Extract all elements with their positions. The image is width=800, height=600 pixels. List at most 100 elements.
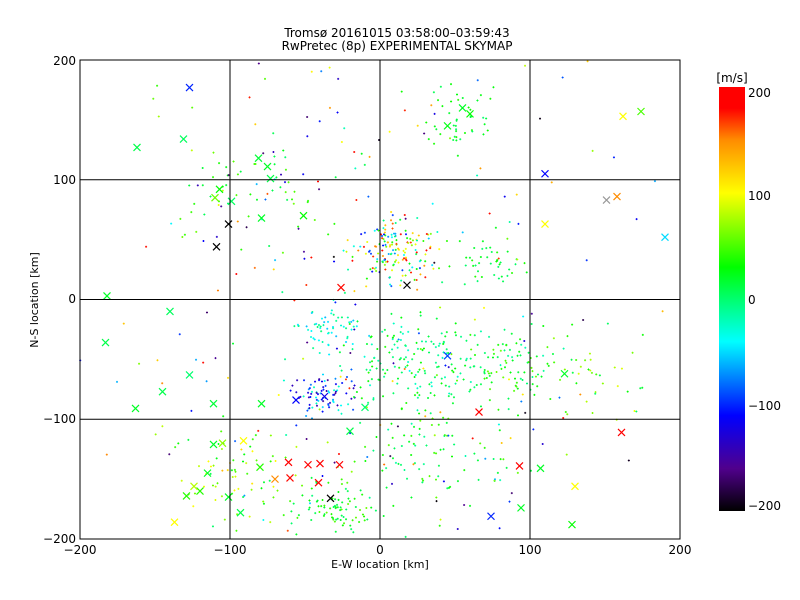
data-point <box>342 516 345 519</box>
data-point <box>321 475 324 478</box>
data-point <box>577 372 580 375</box>
data-point <box>251 438 254 441</box>
large-data-point <box>361 403 369 412</box>
data-point <box>432 343 435 346</box>
data-point <box>455 128 458 131</box>
data-point <box>525 271 528 274</box>
data-point <box>483 351 486 354</box>
data-point <box>515 385 518 388</box>
data-point <box>411 358 414 361</box>
data-point <box>303 379 306 382</box>
colorbar-tick: 200 <box>748 86 771 100</box>
large-data-point <box>254 154 263 163</box>
data-point <box>279 186 282 189</box>
data-point <box>305 414 308 417</box>
large-data-point <box>443 351 452 360</box>
data-point <box>469 333 472 336</box>
large-data-point <box>571 482 579 491</box>
data-point <box>531 376 534 379</box>
data-point <box>469 504 472 507</box>
data-point <box>476 343 479 346</box>
data-point <box>433 434 436 437</box>
large-data-point <box>443 121 452 130</box>
large-data-point <box>215 185 224 194</box>
data-point <box>470 348 473 351</box>
data-point <box>641 333 644 336</box>
data-point <box>254 162 257 165</box>
data-point <box>365 343 368 345</box>
data-point <box>407 241 410 244</box>
data-point <box>319 327 322 330</box>
data-point <box>347 403 350 406</box>
data-point <box>340 369 343 372</box>
data-point <box>202 239 205 242</box>
data-point <box>334 377 337 380</box>
data-point <box>400 279 403 282</box>
data-point <box>571 323 574 326</box>
data-point <box>381 261 384 264</box>
data-point <box>322 514 325 517</box>
data-point <box>353 290 356 293</box>
data-point <box>248 515 251 518</box>
data-point <box>386 334 389 337</box>
data-point <box>498 527 501 530</box>
data-point <box>429 232 432 235</box>
data-point <box>374 266 377 269</box>
data-point <box>394 222 397 225</box>
data-point <box>424 276 427 279</box>
data-point <box>370 335 373 338</box>
data-point <box>487 372 490 375</box>
data-point <box>331 516 334 519</box>
data-point <box>490 381 493 384</box>
data-point <box>377 359 380 362</box>
data-point <box>397 338 400 341</box>
data-point <box>296 379 299 382</box>
data-point <box>334 301 337 304</box>
data-point <box>359 245 362 248</box>
large-data-point <box>316 459 324 468</box>
data-point <box>456 527 459 530</box>
data-point <box>234 440 237 443</box>
data-point <box>471 437 474 440</box>
large-data-point <box>271 475 279 484</box>
data-point <box>394 461 397 464</box>
data-point <box>585 400 588 403</box>
data-point <box>187 438 190 441</box>
data-point <box>409 237 412 240</box>
data-point <box>360 233 363 236</box>
data-point <box>315 402 318 405</box>
data-point <box>423 435 426 438</box>
data-point <box>435 496 438 499</box>
data-point <box>395 242 398 245</box>
data-point <box>377 252 380 255</box>
large-data-point <box>263 162 272 171</box>
data-point <box>493 478 496 481</box>
data-point <box>591 149 594 152</box>
data-point <box>332 313 335 316</box>
data-point <box>356 320 359 323</box>
data-point <box>389 283 392 286</box>
data-point <box>311 494 314 497</box>
data-point <box>386 241 389 244</box>
data-point <box>402 249 405 252</box>
data-point <box>413 462 416 465</box>
data-point <box>422 347 425 350</box>
data-point <box>392 504 395 507</box>
data-point <box>348 323 351 326</box>
data-point <box>318 120 321 123</box>
data-point <box>590 371 593 374</box>
data-point <box>405 402 408 405</box>
data-point <box>482 116 485 119</box>
data-point <box>586 60 589 63</box>
data-point <box>310 390 313 393</box>
data-point <box>410 372 413 375</box>
large-data-point <box>256 463 264 472</box>
data-point <box>354 516 357 519</box>
data-point <box>297 225 300 228</box>
data-point <box>456 93 459 96</box>
data-point <box>397 462 400 465</box>
data-point <box>485 377 488 380</box>
data-point <box>551 353 554 356</box>
data-point <box>424 260 427 263</box>
data-point <box>322 388 325 391</box>
